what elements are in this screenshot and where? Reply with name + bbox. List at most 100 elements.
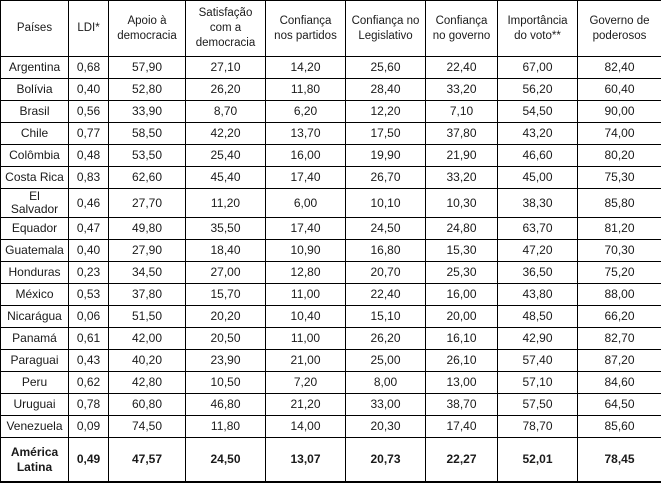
value-cell: 0,23 <box>69 262 109 284</box>
value-cell: 24,80 <box>426 218 498 240</box>
value-cell: 13,00 <box>426 372 498 394</box>
column-header: Confiança no governo <box>426 1 498 57</box>
value-cell: 10,10 <box>346 189 426 218</box>
country-cell: Panamá <box>1 328 69 350</box>
value-cell: 13,70 <box>266 123 346 145</box>
value-cell: 52,80 <box>109 79 186 101</box>
value-cell: 15,30 <box>426 240 498 262</box>
country-cell: Brasil <box>1 101 69 123</box>
value-cell: 0,40 <box>69 79 109 101</box>
value-cell: 78,70 <box>498 416 578 438</box>
value-cell: 0,53 <box>69 284 109 306</box>
value-cell: 27,70 <box>109 189 186 218</box>
value-cell: 85,60 <box>578 416 661 438</box>
value-cell: 70,30 <box>578 240 661 262</box>
value-cell: 25,00 <box>346 350 426 372</box>
value-cell: 64,50 <box>578 394 661 416</box>
value-cell: 42,20 <box>186 123 266 145</box>
value-cell: 42,00 <box>109 328 186 350</box>
value-cell: 42,80 <box>109 372 186 394</box>
value-cell: 48,50 <box>498 306 578 328</box>
column-header: Importância do voto** <box>498 1 578 57</box>
value-cell: 0,09 <box>69 416 109 438</box>
value-cell: 63,70 <box>498 218 578 240</box>
value-cell: 33,00 <box>346 394 426 416</box>
value-cell: 53,50 <box>109 145 186 167</box>
column-header: Confiança nos partidos <box>266 1 346 57</box>
value-cell: 8,00 <box>346 372 426 394</box>
value-cell: 90,00 <box>578 101 661 123</box>
value-cell: 12,80 <box>266 262 346 284</box>
value-cell: 35,50 <box>186 218 266 240</box>
value-cell: 0,78 <box>69 394 109 416</box>
value-cell: 10,30 <box>426 189 498 218</box>
value-cell: 24,50 <box>346 218 426 240</box>
value-cell: 0,06 <box>69 306 109 328</box>
country-cell: Peru <box>1 372 69 394</box>
country-cell: El Salvador <box>1 189 69 218</box>
country-cell: Nicarágua <box>1 306 69 328</box>
value-cell: 62,60 <box>109 167 186 189</box>
value-cell: 20,00 <box>426 306 498 328</box>
value-cell: 57,40 <box>498 350 578 372</box>
column-header: Satisfação com a democracia <box>186 1 266 57</box>
value-cell: 47,20 <box>498 240 578 262</box>
summary-label-cell: América Latina <box>1 438 69 482</box>
value-cell: 0,83 <box>69 167 109 189</box>
value-cell: 11,00 <box>266 328 346 350</box>
column-header: LDI* <box>69 1 109 57</box>
summary-value-cell: 24,50 <box>186 438 266 482</box>
value-cell: 20,50 <box>186 328 266 350</box>
value-cell: 54,50 <box>498 101 578 123</box>
value-cell: 11,20 <box>186 189 266 218</box>
value-cell: 82,70 <box>578 328 661 350</box>
value-cell: 26,10 <box>426 350 498 372</box>
value-cell: 87,20 <box>578 350 661 372</box>
value-cell: 14,20 <box>266 57 346 79</box>
value-cell: 25,60 <box>346 57 426 79</box>
country-cell: México <box>1 284 69 306</box>
value-cell: 0,43 <box>69 350 109 372</box>
value-cell: 82,40 <box>578 57 661 79</box>
column-header: Governo de poderosos <box>578 1 661 57</box>
value-cell: 74,00 <box>578 123 661 145</box>
value-cell: 34,50 <box>109 262 186 284</box>
summary-value-cell: 47,57 <box>109 438 186 482</box>
summary-value-cell: 22,27 <box>426 438 498 482</box>
value-cell: 33,20 <box>426 79 498 101</box>
country-cell: Guatemala <box>1 240 69 262</box>
value-cell: 22,40 <box>346 284 426 306</box>
value-cell: 8,70 <box>186 101 266 123</box>
value-cell: 7,10 <box>426 101 498 123</box>
value-cell: 6,00 <box>266 189 346 218</box>
value-cell: 10,90 <box>266 240 346 262</box>
value-cell: 80,20 <box>578 145 661 167</box>
value-cell: 6,20 <box>266 101 346 123</box>
value-cell: 0,48 <box>69 145 109 167</box>
country-cell: Bolívia <box>1 79 69 101</box>
value-cell: 17,50 <box>346 123 426 145</box>
summary-value-cell: 52,01 <box>498 438 578 482</box>
country-cell: Venezuela <box>1 416 69 438</box>
value-cell: 81,20 <box>578 218 661 240</box>
value-cell: 43,20 <box>498 123 578 145</box>
column-header: Apoio à democracia <box>109 1 186 57</box>
value-cell: 17,40 <box>266 218 346 240</box>
value-cell: 7,20 <box>266 372 346 394</box>
value-cell: 19,90 <box>346 145 426 167</box>
value-cell: 66,20 <box>578 306 661 328</box>
country-cell: Costa Rica <box>1 167 69 189</box>
summary-value-cell: 13,07 <box>266 438 346 482</box>
value-cell: 57,10 <box>498 372 578 394</box>
country-cell: Honduras <box>1 262 69 284</box>
